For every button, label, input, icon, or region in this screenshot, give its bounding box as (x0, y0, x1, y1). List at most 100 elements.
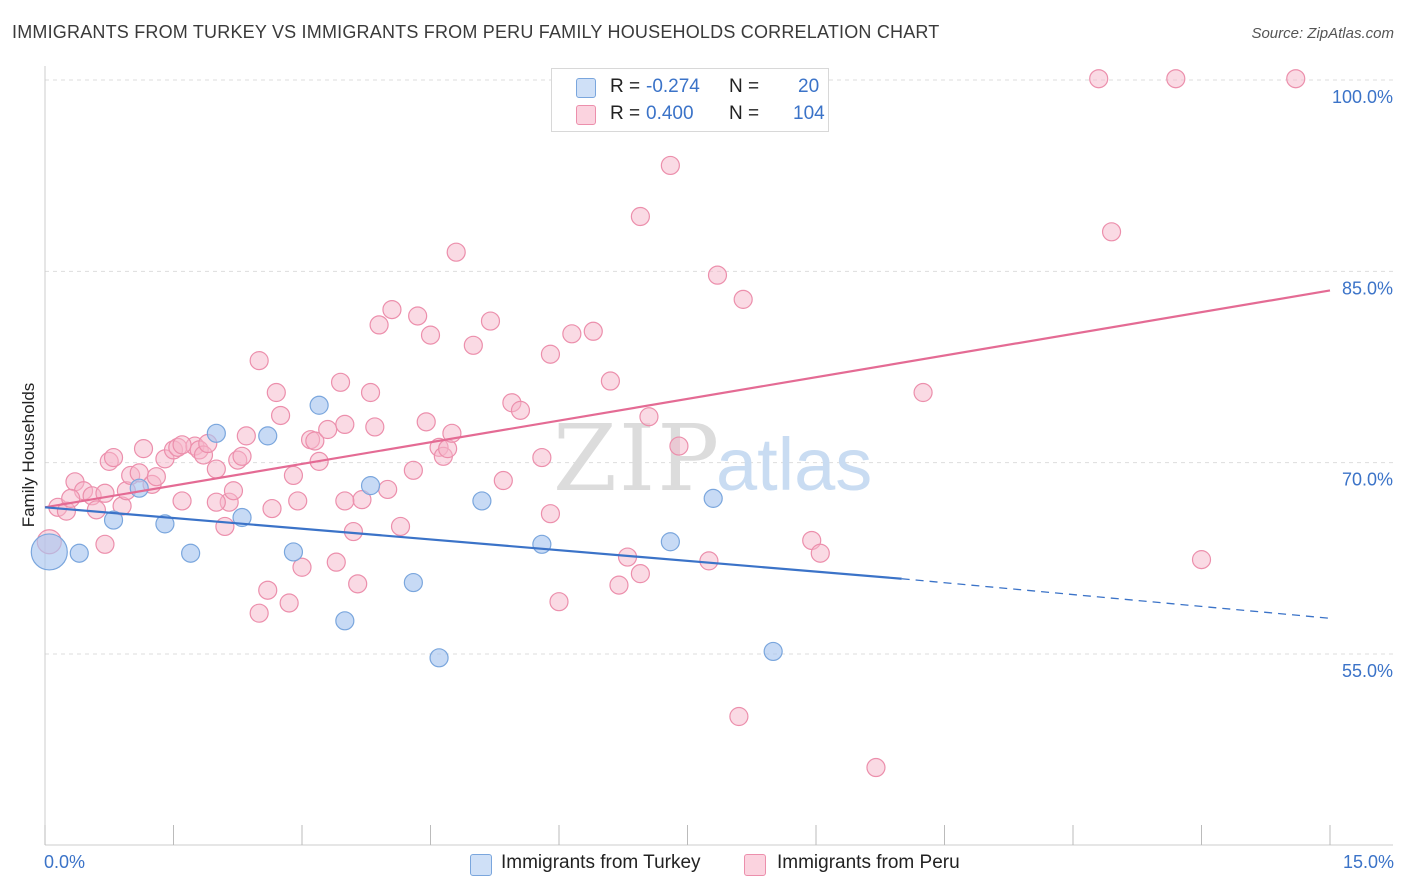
point-peru (733, 289, 753, 309)
point-peru (236, 426, 256, 446)
point-peru (583, 321, 603, 341)
point-peru (279, 593, 299, 613)
x-tick-max: 15.0% (1342, 852, 1394, 872)
point-peru (348, 574, 368, 594)
point-peru (365, 417, 385, 437)
legend-swatch-peru (576, 105, 596, 125)
point-turkey (429, 648, 449, 668)
y-tick-label: 70.0% (1342, 470, 1393, 490)
grid-lines (45, 79, 1393, 655)
bottom-legend-label-turkey: Immigrants from Turkey (501, 852, 701, 873)
point-peru (729, 706, 749, 727)
y-axis-label: Family Households (19, 382, 38, 528)
legend-n-value: 20 (798, 76, 820, 97)
point-peru (562, 324, 582, 344)
point-peru (1286, 69, 1306, 89)
series-turkey-points (30, 395, 783, 668)
point-turkey (403, 572, 423, 593)
point-peru (540, 344, 561, 364)
point-turkey (155, 514, 175, 534)
point-peru (1191, 550, 1212, 570)
point-peru (86, 500, 107, 520)
point-turkey (69, 543, 89, 563)
point-peru (206, 492, 226, 512)
point-peru (318, 419, 338, 440)
point-turkey (206, 423, 226, 443)
point-peru (382, 300, 402, 320)
point-peru (270, 405, 291, 426)
point-turkey (309, 395, 329, 415)
point-peru (232, 446, 252, 466)
point-peru (420, 325, 441, 345)
point-peru (493, 470, 513, 491)
point-peru (1166, 69, 1186, 89)
bottom-legend-swatch-turkey (470, 854, 492, 876)
correlation-legend: R = -0.274 N = 20 R = 0.400 N = 104 (551, 68, 829, 132)
point-peru (810, 543, 830, 563)
point-peru (403, 460, 423, 480)
point-turkey (283, 542, 304, 562)
point-peru (510, 400, 531, 420)
source-label: Source: ZipAtlas.com (1251, 25, 1394, 42)
point-peru (172, 435, 192, 455)
point-turkey (360, 476, 381, 496)
point-peru (326, 552, 346, 572)
legend-n-value: 104 (793, 103, 825, 124)
point-peru (223, 481, 244, 501)
watermark: ZIP atlas (553, 405, 872, 512)
trend-line-turkey (44, 506, 902, 580)
legend-n-label: N = (729, 76, 760, 97)
point-turkey (103, 510, 124, 530)
point-peru (463, 335, 483, 355)
point-peru (249, 603, 269, 623)
point-peru (660, 155, 680, 176)
point-turkey (472, 491, 492, 511)
point-peru (360, 382, 381, 403)
point-peru (369, 315, 389, 335)
point-peru (206, 459, 226, 479)
point-turkey (763, 641, 783, 662)
y-tick-labels: 55.0% 70.0% 85.0% 100.0% (1332, 87, 1393, 681)
point-turkey (660, 532, 680, 552)
point-peru (292, 557, 312, 577)
point-peru (480, 311, 501, 331)
x-tick-min: 0.0% (44, 852, 86, 872)
point-peru (95, 534, 115, 554)
bottom-legend-swatch-peru (744, 854, 766, 876)
point-peru (133, 439, 154, 459)
point-peru (262, 498, 282, 519)
point-turkey (258, 426, 278, 446)
legend-r-value: 0.400 (646, 103, 694, 124)
trend-line-turkey-extension (901, 578, 1331, 619)
point-peru (330, 372, 351, 392)
legend-r-label: R = (610, 103, 641, 124)
bottom-legend-label-peru: Immigrants from Peru (777, 852, 960, 873)
point-peru (600, 371, 621, 391)
point-peru (699, 551, 719, 571)
legend-swatch-turkey (576, 78, 596, 98)
point-peru (446, 242, 466, 262)
point-peru (532, 447, 552, 468)
point-peru (335, 491, 355, 511)
point-peru (283, 465, 304, 486)
point-peru (639, 407, 659, 427)
chart-title: IMMIGRANTS FROM TURKEY VS IMMIGRANTS FRO… (12, 22, 940, 42)
legend-r-label: R = (610, 76, 641, 97)
point-peru (1101, 222, 1122, 242)
watermark-atlas: atlas (716, 423, 872, 506)
point-turkey (232, 507, 252, 528)
point-peru (1089, 69, 1109, 89)
point-turkey (30, 533, 68, 571)
point-peru (95, 483, 115, 503)
point-turkey (703, 488, 723, 508)
trend-lines (44, 289, 1331, 619)
point-peru (866, 757, 886, 778)
point-peru (378, 479, 398, 500)
point-peru (146, 467, 166, 487)
y-tick-label: 55.0% (1342, 661, 1393, 681)
point-turkey (181, 543, 201, 563)
point-peru (103, 447, 124, 468)
point-peru (215, 516, 235, 537)
axes (44, 66, 1393, 846)
